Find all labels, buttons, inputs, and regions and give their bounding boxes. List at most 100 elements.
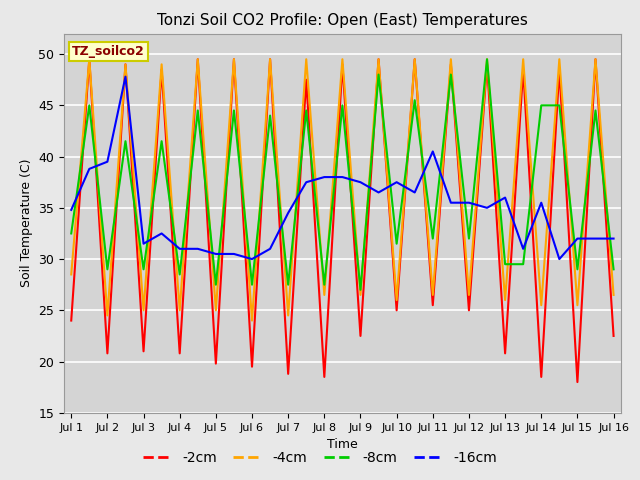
- -4cm: [67, 272, 75, 277]
- -4cm: [339, 56, 346, 62]
- -8cm: [303, 108, 310, 113]
- -16cm: [194, 246, 202, 252]
- -2cm: [501, 350, 509, 356]
- -2cm: [465, 307, 473, 313]
- Line: -2cm: -2cm: [71, 59, 614, 382]
- -16cm: [591, 236, 599, 241]
- Legend: -2cm, -4cm, -8cm, -16cm: -2cm, -4cm, -8cm, -16cm: [138, 445, 502, 471]
- -2cm: [266, 56, 274, 62]
- -8cm: [447, 72, 454, 77]
- -8cm: [356, 287, 364, 293]
- -4cm: [194, 56, 202, 62]
- -8cm: [266, 113, 274, 119]
- -8cm: [393, 241, 401, 247]
- -4cm: [374, 56, 382, 62]
- -2cm: [86, 56, 93, 62]
- -8cm: [465, 236, 473, 241]
- -4cm: [86, 56, 93, 62]
- -8cm: [339, 102, 346, 108]
- -8cm: [538, 102, 545, 108]
- -16cm: [104, 159, 111, 165]
- -16cm: [429, 149, 436, 155]
- -16cm: [610, 236, 618, 241]
- -4cm: [284, 312, 292, 318]
- -4cm: [411, 56, 419, 62]
- -16cm: [248, 256, 256, 262]
- X-axis label: Time: Time: [327, 438, 358, 451]
- -2cm: [519, 67, 527, 72]
- -2cm: [158, 67, 166, 72]
- Title: Tonzi Soil CO2 Profile: Open (East) Temperatures: Tonzi Soil CO2 Profile: Open (East) Temp…: [157, 13, 528, 28]
- -16cm: [303, 180, 310, 185]
- -16cm: [86, 166, 93, 172]
- -2cm: [104, 350, 111, 356]
- -8cm: [321, 282, 328, 288]
- -2cm: [194, 56, 202, 62]
- -8cm: [86, 102, 93, 108]
- -4cm: [573, 302, 581, 308]
- -8cm: [284, 282, 292, 288]
- -2cm: [122, 61, 129, 67]
- -8cm: [556, 102, 563, 108]
- -2cm: [374, 56, 382, 62]
- -8cm: [140, 266, 147, 272]
- -2cm: [248, 364, 256, 370]
- -2cm: [556, 67, 563, 72]
- -4cm: [140, 307, 147, 313]
- -8cm: [67, 230, 75, 236]
- -4cm: [158, 61, 166, 67]
- -16cm: [519, 246, 527, 252]
- -2cm: [538, 374, 545, 380]
- -4cm: [122, 61, 129, 67]
- Line: -8cm: -8cm: [71, 59, 614, 290]
- -2cm: [591, 56, 599, 62]
- Y-axis label: Soil Temperature (C): Soil Temperature (C): [20, 159, 33, 288]
- -16cm: [321, 174, 328, 180]
- -4cm: [429, 292, 436, 298]
- -8cm: [411, 97, 419, 103]
- -8cm: [212, 282, 220, 288]
- -8cm: [483, 56, 491, 62]
- -16cm: [158, 230, 166, 236]
- -8cm: [194, 108, 202, 113]
- -16cm: [556, 256, 563, 262]
- -2cm: [339, 61, 346, 67]
- -4cm: [321, 292, 328, 298]
- -4cm: [104, 312, 111, 318]
- -4cm: [356, 292, 364, 298]
- -8cm: [591, 108, 599, 113]
- -4cm: [465, 292, 473, 298]
- -16cm: [447, 200, 454, 205]
- -2cm: [140, 348, 147, 354]
- -16cm: [501, 195, 509, 201]
- -4cm: [248, 318, 256, 324]
- -16cm: [230, 251, 238, 257]
- -2cm: [67, 318, 75, 324]
- -16cm: [356, 180, 364, 185]
- -2cm: [447, 61, 454, 67]
- -8cm: [573, 266, 581, 272]
- -4cm: [538, 302, 545, 308]
- -4cm: [483, 56, 491, 62]
- -2cm: [303, 77, 310, 83]
- -16cm: [67, 207, 75, 213]
- -4cm: [212, 307, 220, 313]
- -8cm: [248, 282, 256, 288]
- Line: -4cm: -4cm: [71, 59, 614, 321]
- -16cm: [122, 74, 129, 80]
- -16cm: [284, 210, 292, 216]
- -2cm: [429, 302, 436, 308]
- -4cm: [591, 56, 599, 62]
- -4cm: [393, 297, 401, 303]
- -4cm: [176, 307, 184, 313]
- -8cm: [610, 266, 618, 272]
- -2cm: [284, 371, 292, 377]
- -4cm: [556, 56, 563, 62]
- -4cm: [501, 297, 509, 303]
- -16cm: [339, 174, 346, 180]
- -16cm: [176, 246, 184, 252]
- -8cm: [176, 272, 184, 277]
- -8cm: [230, 108, 238, 113]
- -2cm: [610, 333, 618, 339]
- Line: -16cm: -16cm: [71, 77, 614, 259]
